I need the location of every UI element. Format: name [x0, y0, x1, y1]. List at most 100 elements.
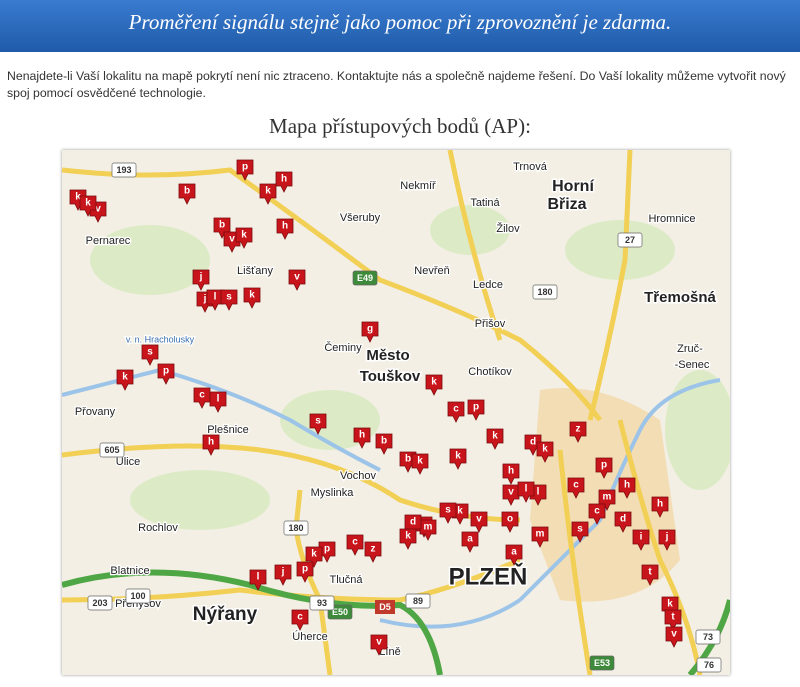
road-number: E49 [357, 273, 373, 283]
marker-letter: b [184, 186, 190, 197]
road-number: 89 [413, 596, 423, 606]
marker-pin [447, 401, 465, 423]
marker-letter: h [657, 499, 663, 510]
banner: Proměření signálu stejně jako pomoc při … [0, 0, 800, 52]
marker-letter: k [667, 599, 673, 610]
road-number: 203 [92, 598, 107, 608]
marker-letter: k [249, 290, 255, 301]
marker-letter: s [147, 347, 153, 358]
marker-pin [419, 519, 437, 541]
marker-letter: d [410, 517, 416, 528]
marker-pin [524, 434, 542, 456]
marker-letter: k [492, 431, 498, 442]
marker-pin [665, 626, 683, 648]
marker-pin [305, 546, 323, 568]
marker-pin [220, 289, 238, 311]
place-label: Nevřeň [414, 265, 449, 277]
marker-letter: j [665, 532, 669, 543]
road-shield [125, 588, 151, 604]
marker-pin [346, 534, 364, 556]
place-label: Čeminy [324, 341, 362, 354]
marker-pin [364, 541, 382, 563]
place-label: Nýřany [193, 604, 258, 625]
marker-letter: a [467, 534, 473, 545]
marker-pin [411, 453, 429, 475]
road-number: 27 [625, 235, 635, 245]
place-label: Trnová [513, 161, 548, 173]
marker-letter: v [671, 629, 677, 640]
place-label: Tatiná [470, 197, 500, 209]
marker-pin [467, 399, 485, 421]
marker-pin [69, 189, 87, 211]
road-shield [111, 162, 137, 178]
marker-letter: l [537, 487, 540, 498]
marker-letter: c [453, 404, 459, 415]
place-label: Tlučná [329, 574, 363, 586]
road-number: 180 [537, 287, 552, 297]
marker-letter: j [203, 294, 207, 305]
marker-pin [651, 496, 669, 518]
road-number: 93 [317, 598, 327, 608]
road-number: D5 [379, 602, 391, 612]
road-shield [695, 629, 721, 645]
marker-letter: a [511, 547, 517, 558]
marker-letter: s [226, 292, 232, 303]
road-number: 193 [116, 165, 131, 175]
marker-letter: j [199, 272, 203, 283]
place-label: Všeruby [340, 212, 381, 224]
marker-pin [361, 321, 379, 343]
marker-pin [249, 569, 267, 591]
marker-letter: k [457, 506, 463, 517]
marker-letter: k [241, 230, 247, 241]
marker-pin [370, 634, 388, 656]
place-label: v. n. Hracholusky [126, 334, 195, 344]
marker-letter: l [525, 484, 528, 495]
marker-letter: v [294, 272, 300, 283]
place-label: Úherce [292, 630, 327, 643]
marker-letter: p [324, 544, 330, 555]
road-number: 100 [130, 591, 145, 601]
marker-letter: p [242, 162, 248, 173]
place-label: Břiza [547, 196, 586, 213]
marker-pin [618, 477, 636, 499]
marker-letter: l [257, 572, 260, 583]
intro-text: Nenajdete-li Vaší lokalitu na mapě pokry… [7, 69, 786, 100]
marker-pin [399, 528, 417, 550]
road-shield [532, 284, 558, 300]
marker-letter: v [376, 637, 382, 648]
place-label: Horní [552, 178, 594, 195]
place-label: Blatnice [110, 565, 149, 577]
marker-pin [274, 564, 292, 586]
place-label: Myslinka [311, 487, 355, 499]
marker-letter: p [601, 460, 607, 471]
marker-pin [501, 511, 519, 533]
marker-letter: h [208, 437, 214, 448]
marker-pin [116, 369, 134, 391]
road-number: 76 [704, 660, 714, 670]
marker-letter: k [455, 451, 461, 462]
road-shield [87, 595, 113, 611]
marker-pin [632, 529, 650, 551]
marker-letter: v [476, 514, 482, 525]
marker-pin [517, 481, 535, 503]
road-number: E50 [332, 607, 348, 617]
marker-letter: k [311, 549, 317, 560]
marker-letter: d [620, 514, 626, 525]
marker-pin [375, 433, 393, 455]
marker-letter: h [359, 430, 365, 441]
marker-pin [439, 502, 457, 524]
marker-letter: b [381, 436, 387, 447]
marker-letter: j [281, 567, 285, 578]
marker-letter: v [508, 487, 514, 498]
marker-pin [571, 521, 589, 543]
marker-pin [567, 477, 585, 499]
marker-pin [79, 195, 97, 217]
road-shield [99, 442, 125, 458]
marker-letter: p [302, 564, 308, 575]
marker-pin [202, 434, 220, 456]
marker-pin [309, 413, 327, 435]
map-title: Mapa přístupových bodů (AP): [269, 114, 531, 138]
marker-letter: s [577, 524, 583, 535]
marker-letter: k [265, 186, 271, 197]
road-shield [405, 593, 431, 609]
